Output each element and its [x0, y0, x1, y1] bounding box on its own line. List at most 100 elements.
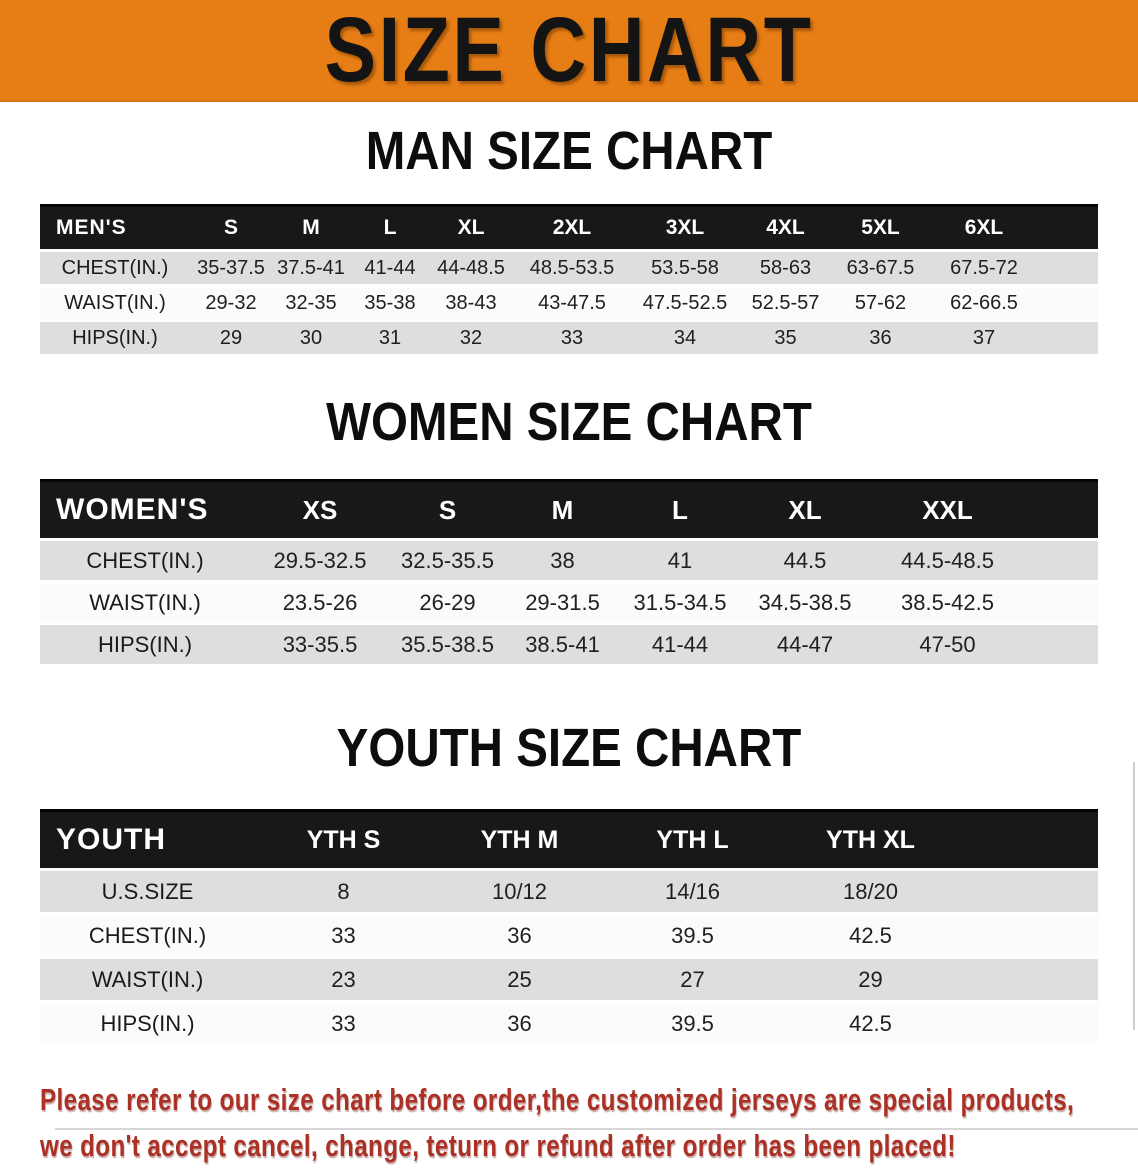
spacer-cell: [963, 1003, 1098, 1047]
size-column-header: XL: [740, 479, 870, 541]
mens-header-row: MEN'S S M L XL 2XL 3XL 4XL 5XL 6XL: [40, 204, 1098, 252]
size-column-header: 3XL: [632, 204, 738, 252]
spacer-cell: [963, 959, 1098, 1003]
disclaimer-line-1-text: Please refer to our size chart before or…: [40, 1082, 1075, 1117]
value-cell: 18/20: [778, 871, 963, 915]
size-column-header: L: [620, 479, 740, 541]
value-cell: 47.5-52.5: [632, 287, 738, 322]
spacer-cell: [963, 915, 1098, 959]
mens-corner-label: MEN'S: [40, 204, 190, 252]
table-row-hips: HIPS(IN.) 29 30 31 32 33 34 35 36 37: [40, 322, 1098, 357]
table-row-waist: WAIST(IN.) 23.5-26 26-29 29-31.5 31.5-34…: [40, 583, 1098, 625]
value-cell: 35.5-38.5: [390, 625, 505, 667]
size-column-header: M: [272, 204, 350, 252]
value-cell: 32-35: [272, 287, 350, 322]
value-cell: 26-29: [390, 583, 505, 625]
value-cell: 38.5-41: [505, 625, 620, 667]
size-column-header: S: [390, 479, 505, 541]
youth-section-title: YOUTH SIZE CHART: [0, 721, 1138, 789]
youth-size-table: YOUTH YTH S YTH M YTH L YTH XL U.S.SIZE …: [40, 809, 1098, 1047]
value-cell: 33: [255, 915, 432, 959]
value-cell: 52.5-57: [738, 287, 833, 322]
table-row-ussize: U.S.SIZE 8 10/12 14/16 18/20: [40, 871, 1098, 915]
spacer-cell: [1040, 322, 1098, 357]
man-section-title-text: MAN SIZE CHART: [365, 121, 773, 181]
youth-corner-label: YOUTH: [40, 809, 255, 871]
table-row-chest: CHEST(IN.) 29.5-32.5 32.5-35.5 38 41 44.…: [40, 541, 1098, 583]
value-cell: 39.5: [607, 915, 778, 959]
women-section-title-text: WOMEN SIZE CHART: [326, 392, 812, 452]
table-row-chest: CHEST(IN.) 35-37.5 37.5-41 41-44 44-48.5…: [40, 252, 1098, 287]
spacer-cell: [1025, 625, 1098, 667]
size-column-header: 2XL: [512, 204, 632, 252]
row-label: HIPS(IN.): [40, 625, 250, 667]
spacer-cell: [1025, 583, 1098, 625]
value-cell: 35-38: [350, 287, 430, 322]
table-row-waist: WAIST(IN.) 29-32 32-35 35-38 38-43 43-47…: [40, 287, 1098, 322]
value-cell: 42.5: [778, 1003, 963, 1047]
value-cell: 44.5-48.5: [870, 541, 1025, 583]
disclaimer-line-2-text: we don't accept cancel, change, teturn o…: [40, 1128, 956, 1163]
disclaimer-line-2: we don't accept cancel, change, teturn o…: [40, 1123, 1138, 1169]
value-cell: 29.5-32.5: [250, 541, 390, 583]
value-cell: 29: [778, 959, 963, 1003]
value-cell: 36: [432, 915, 607, 959]
row-label: WAIST(IN.): [40, 583, 250, 625]
value-cell: 29: [190, 322, 272, 357]
value-cell: 32: [430, 322, 512, 357]
youth-header-row: YOUTH YTH S YTH M YTH L YTH XL: [40, 809, 1098, 871]
value-cell: 38: [505, 541, 620, 583]
size-column-header: M: [505, 479, 620, 541]
value-cell: 27: [607, 959, 778, 1003]
banner: SIZE CHART: [0, 0, 1138, 102]
disclaimer-line-1: Please refer to our size chart before or…: [40, 1077, 1138, 1123]
value-cell: 58-63: [738, 252, 833, 287]
size-column-header: XS: [250, 479, 390, 541]
womens-size-table: WOMEN'S XS S M L XL XXL CHEST(IN.) 29.5-…: [40, 479, 1098, 667]
value-cell: 62-66.5: [928, 287, 1040, 322]
value-cell: 35-37.5: [190, 252, 272, 287]
size-column-header: 5XL: [833, 204, 928, 252]
value-cell: 23.5-26: [250, 583, 390, 625]
value-cell: 39.5: [607, 1003, 778, 1047]
size-column-header: XXL: [870, 479, 1025, 541]
value-cell: 41-44: [350, 252, 430, 287]
value-cell: 41: [620, 541, 740, 583]
value-cell: 23: [255, 959, 432, 1003]
value-cell: 34.5-38.5: [740, 583, 870, 625]
value-cell: 32.5-35.5: [390, 541, 505, 583]
man-section-title: MAN SIZE CHART: [0, 124, 1138, 192]
size-column-header: 6XL: [928, 204, 1040, 252]
row-label: WAIST(IN.): [40, 959, 255, 1003]
value-cell: 33: [512, 322, 632, 357]
value-cell: 35: [738, 322, 833, 357]
spacer-cell: [963, 871, 1098, 915]
row-label: CHEST(IN.): [40, 252, 190, 287]
disclaimer: Please refer to our size chart before or…: [40, 1077, 1138, 1169]
table-row-hips: HIPS(IN.) 33 36 39.5 42.5: [40, 1003, 1098, 1047]
value-cell: 44-48.5: [430, 252, 512, 287]
womens-corner-label: WOMEN'S: [40, 479, 250, 541]
value-cell: 53.5-58: [632, 252, 738, 287]
size-column-header: 4XL: [738, 204, 833, 252]
size-column-header: XL: [430, 204, 512, 252]
value-cell: 34: [632, 322, 738, 357]
value-cell: 33-35.5: [250, 625, 390, 667]
value-cell: 14/16: [607, 871, 778, 915]
spacer-cell: [1040, 204, 1098, 252]
value-cell: 37.5-41: [272, 252, 350, 287]
value-cell: 38-43: [430, 287, 512, 322]
value-cell: 31: [350, 322, 430, 357]
value-cell: 36: [432, 1003, 607, 1047]
value-cell: 43-47.5: [512, 287, 632, 322]
table-row-hips: HIPS(IN.) 33-35.5 35.5-38.5 38.5-41 41-4…: [40, 625, 1098, 667]
size-column-header: L: [350, 204, 430, 252]
spacer-cell: [1025, 479, 1098, 541]
value-cell: 29-31.5: [505, 583, 620, 625]
value-cell: 48.5-53.5: [512, 252, 632, 287]
value-cell: 63-67.5: [833, 252, 928, 287]
value-cell: 41-44: [620, 625, 740, 667]
spacer-cell: [963, 809, 1098, 871]
size-column-header: YTH S: [255, 809, 432, 871]
